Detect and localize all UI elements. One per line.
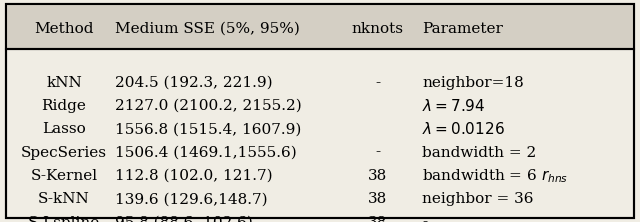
Text: 112.8 (102.0, 121.7): 112.8 (102.0, 121.7) [115, 169, 273, 183]
Text: Medium SSE (5%, 95%): Medium SSE (5%, 95%) [115, 22, 300, 36]
Text: neighbor = 36: neighbor = 36 [422, 192, 534, 206]
Text: kNN: kNN [46, 76, 82, 90]
Text: SpecSeries: SpecSeries [21, 146, 107, 160]
Text: Method: Method [35, 22, 93, 36]
Text: $\lambda = 7.94$: $\lambda = 7.94$ [422, 98, 486, 114]
Text: 1556.8 (1515.4, 1607.9): 1556.8 (1515.4, 1607.9) [115, 122, 301, 136]
Text: 38: 38 [368, 192, 387, 206]
Text: 38: 38 [368, 216, 387, 222]
Text: 2127.0 (2100.2, 2155.2): 2127.0 (2100.2, 2155.2) [115, 99, 302, 113]
Text: Lasso: Lasso [42, 122, 86, 136]
Text: bandwidth = 2: bandwidth = 2 [422, 146, 537, 160]
Text: S-Lspline: S-Lspline [28, 216, 100, 222]
Text: 38: 38 [368, 169, 387, 183]
Text: 1506.4 (1469.1,1555.6): 1506.4 (1469.1,1555.6) [115, 146, 297, 160]
Text: -: - [375, 76, 380, 90]
Text: nknots: nknots [351, 22, 404, 36]
Text: S-kNN: S-kNN [38, 192, 90, 206]
Text: 204.5 (192.3, 221.9): 204.5 (192.3, 221.9) [115, 76, 273, 90]
Text: neighbor=18: neighbor=18 [422, 76, 524, 90]
Text: S-Kernel: S-Kernel [31, 169, 97, 183]
Text: -: - [375, 146, 380, 160]
Text: -: - [422, 216, 428, 222]
Text: 95.8 (88.6, 102.6): 95.8 (88.6, 102.6) [115, 216, 253, 222]
Text: bandwidth = 6 $r_{hns}$: bandwidth = 6 $r_{hns}$ [422, 167, 568, 185]
Text: Ridge: Ridge [42, 99, 86, 113]
Text: 139.6 (129.6,148.7): 139.6 (129.6,148.7) [115, 192, 268, 206]
Text: Parameter: Parameter [422, 22, 503, 36]
Text: $\lambda = 0.0126$: $\lambda = 0.0126$ [422, 121, 505, 137]
